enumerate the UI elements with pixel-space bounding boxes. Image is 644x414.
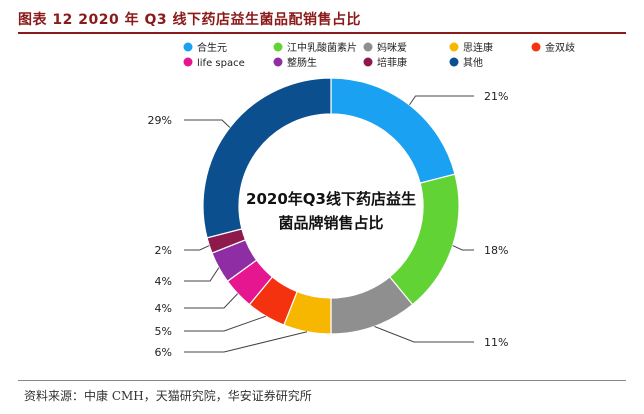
legend-item: 整肠生 [273,56,317,69]
legend-item: life space [183,57,245,69]
legend-label: 整肠生 [287,56,317,69]
legend-item: 思连康 [449,41,493,54]
data-label: 4% [155,275,172,288]
donut-chart: 合生元 江中乳酸菌素片 妈咪爱 思连康 金双歧 life space 整肠生 培菲康 其他 21… [148,41,575,359]
data-label: 21% [484,90,508,103]
chart-container: 合生元 江中乳酸菌素片 妈咪爱 思连康 金双歧 life space 整肠生 培菲康 其他 21… [0,34,644,380]
slice-item-0 [330,77,456,184]
leader-line [184,245,210,251]
leader-line [184,331,308,353]
leader-line [374,325,474,343]
legend-item: 培菲康 [363,56,407,69]
legend-swatch [183,57,193,67]
leader-line [184,267,220,282]
data-label: 11% [484,336,508,349]
data-label: 6% [155,346,172,359]
source-footer: 资料来源：中康 CMH，天猫研究院，华安证券研究所 [18,380,626,408]
data-label: 5% [155,325,172,338]
legend-item: 合生元 [183,41,227,54]
legend-label: 妈咪爱 [377,41,407,54]
slice-item-8 [202,77,332,239]
legend-label: 其他 [463,56,483,69]
donut-slices [202,77,460,335]
leader-lines [184,95,474,353]
legend-item: 江中乳酸菌素片 [273,41,357,54]
legend-item: 金双歧 [531,41,575,54]
legend-label: 思连康 [463,41,493,54]
legend-item: 其他 [449,56,483,69]
legend-swatch [183,42,193,52]
center-title-line2: 菌品牌销售占比 [278,214,383,232]
legend-swatch [273,57,283,67]
legend-swatch [449,57,459,67]
source-note: 资料来源：中康 CMH，天猫研究院，华安证券研究所 [24,389,312,403]
leader-line [452,245,474,251]
legend-item: 妈咪爱 [363,41,407,54]
center-title-line1: 2020年Q3线下药店益生 [246,190,416,208]
legend-swatch [363,57,373,67]
figure-caption: 图表 12 2020 年 Q3 线下药店益生菌品配销售占比 [18,12,361,28]
legend-label: life space [197,58,245,69]
legend-swatch [531,42,541,52]
leader-line [184,315,267,332]
data-label: 4% [155,302,172,315]
data-label: 18% [484,244,508,257]
legend-swatch [363,42,373,52]
figure-title-bar: 图表 12 2020 年 Q3 线下药店益生菌品配销售占比 [18,6,626,34]
data-label: 2% [155,244,172,257]
leader-line [184,293,239,309]
legend-label: 金双歧 [545,41,575,54]
leader-line [184,119,231,128]
legend-swatch [449,42,459,52]
legend: 合生元 江中乳酸菌素片 妈咪爱 思连康 金双歧 life space 整肠生 培菲康 其他 [183,41,575,69]
legend-label: 培菲康 [377,56,407,69]
leader-line [409,95,474,106]
legend-swatch [273,42,283,52]
data-label: 29% [148,114,172,127]
legend-label: 合生元 [197,41,227,54]
data-labels: 21% 18% 11% 6% 5% 4% 4% 2% 29% [148,90,509,359]
legend-label: 江中乳酸菌素片 [287,41,357,54]
